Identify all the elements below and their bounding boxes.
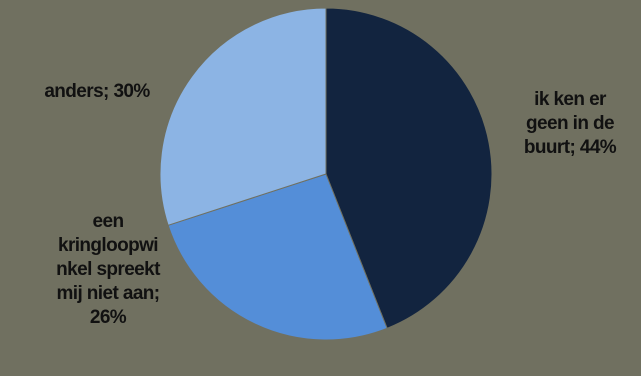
- pie-slice-0: [325, 7, 493, 329]
- slice-label-line: kringloopwi: [57, 235, 159, 256]
- slice-label-line: mij niet aan;: [56, 283, 160, 304]
- slice-label-line: nkel spreekt: [56, 259, 160, 280]
- slice-label-line: een: [92, 211, 125, 232]
- slice-label-kringloopwinkel: een kringloopwi nkel spreekt mij niet aa…: [18, 210, 198, 330]
- pie-slice-1: [167, 173, 388, 341]
- slice-label-line: 26%: [89, 307, 127, 328]
- pie-slice-2: [159, 7, 327, 226]
- slice-label-anders: anders; 30%: [12, 80, 182, 104]
- slice-label-line: geen in de: [526, 113, 615, 134]
- slice-label-line: anders; 30%: [44, 81, 150, 102]
- slice-label-line: ik ken er: [534, 89, 606, 110]
- slice-label-ik-ken-er-geen: ik ken er geen in de buurt; 44%: [500, 88, 640, 160]
- slice-label-line: buurt; 44%: [523, 137, 617, 158]
